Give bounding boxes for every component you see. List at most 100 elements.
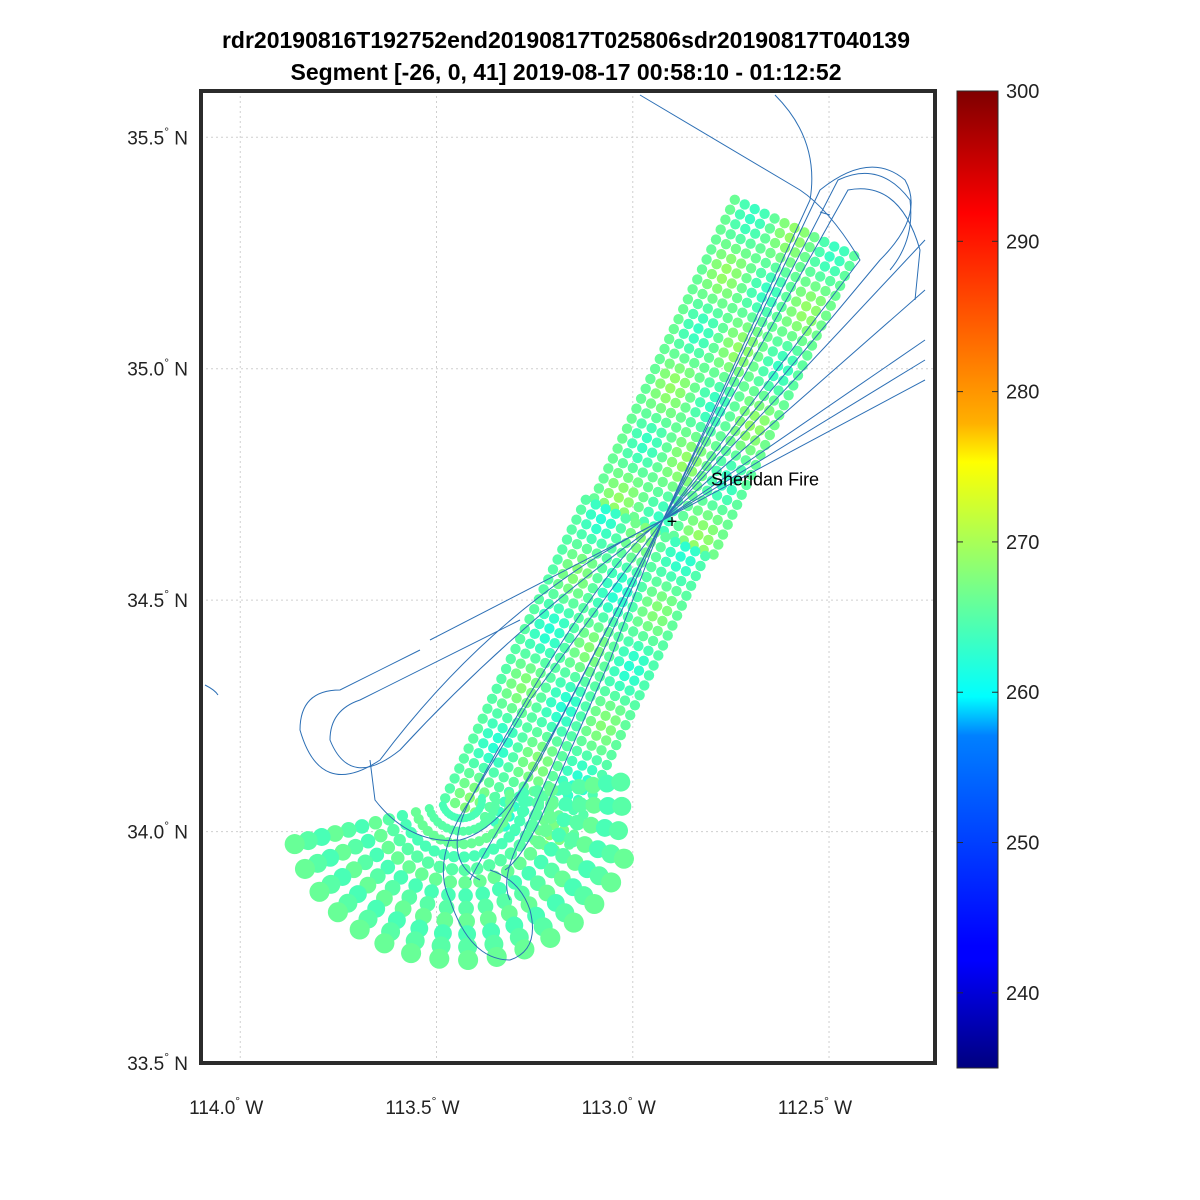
swath-pixel bbox=[584, 893, 605, 915]
swath-pixel bbox=[706, 268, 718, 280]
swath-pixel bbox=[750, 253, 761, 264]
swath-pixel bbox=[444, 783, 456, 794]
swath-pixel bbox=[819, 261, 831, 272]
swath-pixel bbox=[655, 542, 666, 553]
swath-pixel bbox=[458, 875, 472, 890]
swath-pixel bbox=[602, 577, 613, 589]
swath-pixel bbox=[513, 839, 526, 852]
swath-pixel bbox=[712, 308, 723, 319]
colorbar: 240 250 260 270 280 290 300 bbox=[956, 81, 1039, 1069]
swath-pixel bbox=[642, 482, 654, 493]
swath-pixel bbox=[473, 748, 484, 759]
swath-pixel bbox=[729, 194, 740, 205]
swath-pixel bbox=[527, 736, 538, 748]
swath-pixel bbox=[658, 501, 669, 512]
swath-pixel bbox=[787, 355, 798, 366]
swath-pixel bbox=[605, 700, 616, 711]
swath-pixel bbox=[669, 348, 680, 359]
swath-pixel bbox=[647, 447, 658, 458]
swath-pixel bbox=[522, 722, 533, 733]
swath-pixel bbox=[593, 622, 604, 633]
swath-pixel bbox=[482, 728, 494, 739]
swath-pixel bbox=[633, 665, 645, 676]
swath-pixel bbox=[564, 657, 576, 668]
swath-pixel bbox=[796, 311, 807, 322]
swath-pixel bbox=[611, 533, 622, 544]
swath-pixel bbox=[839, 246, 850, 257]
swath-pixel bbox=[629, 700, 641, 711]
swath-pixel bbox=[712, 514, 723, 526]
swath-pixel bbox=[520, 673, 532, 684]
swath-pixel bbox=[775, 252, 786, 263]
swath-pixel bbox=[815, 271, 826, 282]
swath-pixel bbox=[716, 249, 727, 260]
swath-pixel bbox=[690, 570, 701, 582]
swath-pixel bbox=[615, 705, 626, 716]
title-line-1: rdr20190816T192752end20190817T025806sdr2… bbox=[222, 27, 910, 53]
swath-pixel bbox=[493, 757, 504, 768]
swath-pixel bbox=[601, 735, 612, 746]
colorbar-tick-label: 250 bbox=[1006, 833, 1039, 855]
swath-pixel bbox=[347, 838, 364, 855]
swath-pixel bbox=[692, 298, 704, 310]
swath-pixel bbox=[720, 239, 732, 250]
swath-pixel bbox=[507, 875, 523, 890]
swath-pixel bbox=[657, 476, 668, 488]
swath-pixel bbox=[555, 701, 567, 713]
swath-pixel bbox=[630, 518, 641, 529]
swath-pixel bbox=[575, 711, 587, 722]
swath-pixel bbox=[661, 581, 672, 592]
swath-pixel bbox=[652, 601, 663, 612]
swath-pixel bbox=[717, 529, 729, 540]
swath-pixel bbox=[755, 267, 767, 279]
swath-pixel bbox=[516, 806, 529, 818]
swath-pixel bbox=[795, 286, 807, 297]
swath-pixel bbox=[758, 390, 770, 402]
swath-pixel bbox=[602, 602, 614, 613]
swath-pixel bbox=[567, 755, 578, 767]
swath-pixel bbox=[512, 742, 523, 753]
swath-pixel bbox=[546, 697, 557, 708]
swath-pixel bbox=[695, 560, 706, 572]
flight-track bbox=[662, 94, 813, 521]
swath-pixel bbox=[744, 420, 756, 431]
swath-pixel bbox=[458, 839, 469, 850]
swath-pixel bbox=[608, 616, 619, 628]
swath-pixel bbox=[562, 559, 573, 570]
swath-pixel bbox=[608, 477, 619, 489]
swath-pixel bbox=[517, 732, 528, 743]
swath-pixel bbox=[750, 459, 761, 471]
swath-pixel bbox=[683, 318, 694, 330]
swath-pixel bbox=[641, 432, 653, 444]
swath-pixel bbox=[572, 588, 584, 599]
swath-pixel bbox=[587, 765, 598, 776]
swath-pixel bbox=[760, 257, 771, 269]
swath-pixel bbox=[667, 481, 678, 492]
swath-pixel bbox=[510, 643, 521, 655]
swath-pixel bbox=[720, 214, 731, 225]
swath-pixel bbox=[391, 851, 405, 865]
swath-pixel bbox=[690, 431, 702, 443]
swath-pixel bbox=[401, 943, 422, 964]
swath-pixel bbox=[702, 510, 713, 521]
swath-pixel bbox=[788, 380, 799, 391]
swath-pixel bbox=[777, 326, 788, 337]
swath-pixel bbox=[411, 850, 424, 863]
swath-pixel bbox=[429, 948, 450, 969]
swath-pixel bbox=[760, 439, 771, 451]
swath-pixel bbox=[556, 812, 571, 828]
lat-tick-label: 35.5° N bbox=[127, 124, 188, 149]
swath-pixel bbox=[562, 765, 573, 776]
swath-pixel bbox=[726, 484, 737, 496]
swath-pixel bbox=[428, 872, 443, 886]
swath-pixel bbox=[727, 509, 738, 520]
swath-pixel bbox=[642, 596, 653, 607]
flight-track bbox=[662, 289, 926, 521]
swath-pixel bbox=[745, 445, 756, 456]
swath-pixel bbox=[750, 228, 761, 239]
swath-pixel bbox=[779, 242, 791, 253]
swath-pixel bbox=[560, 667, 571, 678]
swath-pixel bbox=[754, 425, 766, 436]
swath-pixel bbox=[659, 343, 670, 355]
swath-pixel bbox=[570, 671, 581, 683]
